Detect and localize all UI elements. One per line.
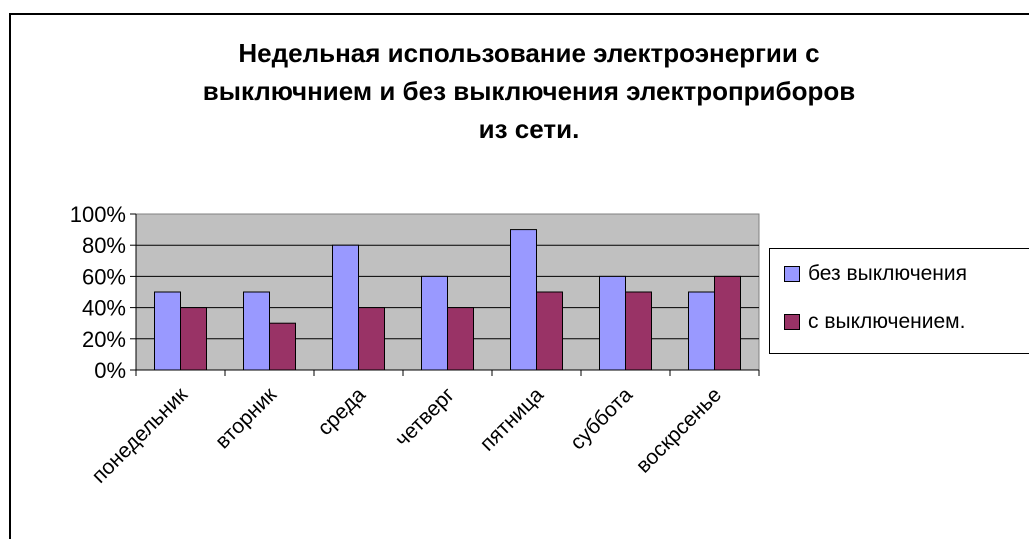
x-category-label: вторник — [211, 383, 282, 454]
bar-with-switchoff-7 — [714, 275, 741, 371]
x-category-label: понедельник — [88, 383, 193, 488]
chart-title-line-2: выключнием и без выключения электроприбо… — [202, 76, 856, 106]
bar-with-switchoff-6 — [625, 291, 652, 371]
x-category-label: четверг — [391, 383, 459, 451]
legend-swatch-series-2 — [784, 314, 800, 330]
x-category-label: суббота — [566, 383, 637, 454]
bar-without-switchoff-3 — [332, 244, 359, 371]
legend: без выключения с выключением. — [769, 248, 1029, 354]
bar-with-switchoff-3 — [358, 307, 385, 371]
x-category-label: пятница — [476, 383, 549, 456]
y-tick-label: 100% — [70, 202, 126, 227]
bar-without-switchoff-6 — [599, 275, 626, 371]
bar-with-switchoff-2 — [269, 322, 296, 371]
bar-without-switchoff-7 — [688, 291, 715, 371]
legend-label-series-2: с выключением. — [808, 310, 966, 333]
bar-with-switchoff-5 — [536, 291, 563, 371]
legend-swatch-series-1 — [784, 266, 800, 282]
legend-item-series-2: с выключением. — [784, 307, 965, 337]
bar-without-switchoff-2 — [243, 291, 270, 371]
y-tick-label: 80% — [82, 233, 126, 258]
chart-title: Недельная использование электроэнергии с… — [0, 34, 1029, 148]
y-tick-label: 40% — [82, 296, 126, 321]
y-tick-label: 60% — [82, 264, 126, 289]
bar-with-switchoff-4 — [447, 307, 474, 371]
bar-with-switchoff-1 — [180, 307, 207, 371]
chart-title-line-3: из сети. — [478, 114, 580, 144]
x-category-label: воскрсенье — [632, 383, 726, 477]
chart-title-line-1: Недельная использование электроэнергии с — [238, 38, 820, 68]
bar-without-switchoff-4 — [421, 275, 448, 371]
x-category-label: среда — [313, 383, 370, 440]
y-tick-label: 0% — [94, 358, 126, 383]
y-tick-label: 20% — [82, 327, 126, 352]
legend-label-series-1: без выключения — [808, 262, 968, 285]
bar-without-switchoff-1 — [154, 291, 181, 371]
chart-frame — [9, 13, 1029, 539]
legend-item-series-1: без выключения — [784, 259, 967, 289]
bar-without-switchoff-5 — [510, 229, 537, 371]
